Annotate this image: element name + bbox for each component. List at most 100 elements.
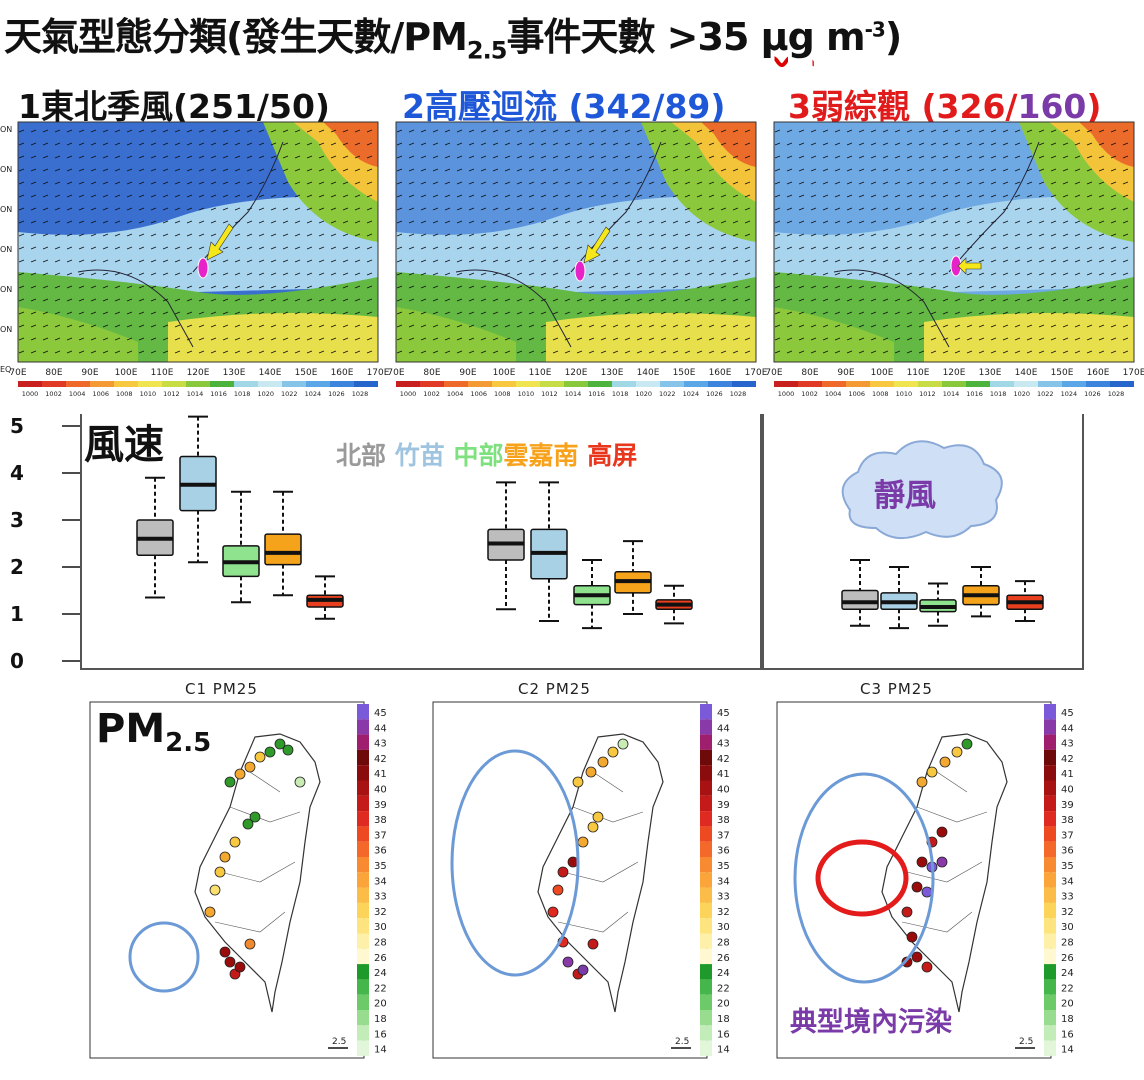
pressure-swatch	[1014, 381, 1038, 387]
scale-label: 2.5	[332, 1037, 346, 1047]
pressure-tick: 1026	[328, 390, 345, 398]
pressure-tick: 1008	[116, 390, 133, 398]
pm-tick: 30	[717, 922, 730, 933]
lat-tick: ON	[0, 205, 12, 214]
pressure-swatch	[684, 381, 708, 387]
pressure-tick: 1014	[187, 390, 204, 398]
pm-tick: 40	[717, 785, 730, 796]
cloud-icon	[841, 440, 1003, 539]
pm-tick: 41	[717, 769, 730, 780]
pressure-tick: 1002	[423, 390, 440, 398]
lon-tick: 160E	[1087, 368, 1110, 378]
pm-color-swatch	[357, 719, 369, 735]
box-1-1	[530, 481, 568, 623]
pm-color-swatch	[1044, 1025, 1056, 1041]
pm-tick: 14	[717, 1045, 730, 1056]
county-borders	[901, 771, 988, 933]
pm-color-swatch	[700, 918, 712, 934]
pm-tick: 39	[1061, 800, 1074, 811]
calm-wind-label: 靜風	[874, 478, 936, 514]
station-marker	[547, 906, 559, 918]
pm-tick: 43	[374, 739, 387, 750]
taiwan-marker	[197, 257, 209, 279]
pm-color-swatch	[357, 765, 369, 781]
pressure-tick: 1012	[541, 390, 558, 398]
pressure-swatch	[708, 381, 732, 387]
pm-tick: 45	[717, 708, 730, 719]
pressure-swatch	[942, 381, 966, 387]
map-frame	[17, 121, 379, 363]
pressure-tick: 1026	[1084, 390, 1101, 398]
pressure-tick: 1024	[683, 390, 700, 398]
box-1-3	[614, 540, 652, 615]
lat-tick: EQ	[0, 365, 11, 374]
weather-map-3: 70E 80E 90E 100E 110E 120E 130E 140E 150E 160E 170…	[765, 121, 1144, 398]
pm-tick: 33	[717, 892, 730, 903]
pm-tick: 26	[1061, 953, 1074, 964]
lon-tick: 120E	[943, 368, 966, 378]
station-marker	[234, 961, 246, 973]
pm-tick: 45	[374, 708, 387, 719]
c2-title: C2 PM25	[518, 680, 591, 698]
lon-tick: 110E	[529, 368, 552, 378]
pressure-swatch	[90, 381, 114, 387]
station-marker	[597, 756, 609, 768]
taiwan-island	[537, 733, 664, 1013]
lon-tick: 90E	[837, 368, 854, 378]
box-0-3	[264, 490, 302, 597]
pressure-tick: 1022	[659, 390, 676, 398]
pressure-swatch	[822, 381, 846, 387]
pm-color-swatch	[700, 734, 712, 750]
pm-color-swatch	[700, 795, 712, 812]
box-1-0	[487, 481, 525, 611]
pressure-tick: 1008	[494, 390, 511, 398]
lat-tick: ON	[0, 245, 12, 254]
station-marker	[926, 766, 938, 778]
lat-tick: ON	[0, 325, 12, 334]
pm-tick: 16	[1061, 1029, 1074, 1040]
pressure-swatch	[114, 381, 138, 387]
pm-tick: 37	[374, 830, 387, 841]
lon-tick: 150E	[1051, 368, 1074, 378]
pressure-swatch	[210, 381, 234, 387]
legend-zhumiao: 竹苗	[394, 441, 445, 470]
taiwan-island	[194, 733, 321, 1013]
pm-color-swatch	[1044, 994, 1056, 1010]
pm-tick: 22	[1061, 983, 1074, 994]
pm-color-swatch	[1044, 734, 1056, 750]
pm-tick: 14	[1061, 1045, 1074, 1056]
pressure-swatch	[990, 381, 1014, 387]
c3-title: C3 PM25	[860, 680, 933, 698]
pm-tick: 39	[374, 800, 387, 811]
box-2-0	[841, 558, 879, 627]
arrow-icon	[583, 226, 611, 264]
pressure-swatch	[732, 381, 756, 387]
highlight-ellipse	[793, 772, 935, 984]
pm-tick: 34	[717, 876, 730, 887]
pressure-swatch	[162, 381, 186, 387]
pressure-tick: 1024	[305, 390, 322, 398]
station-marker	[552, 884, 564, 896]
pm-color-swatch	[357, 780, 369, 796]
box-1-4	[655, 584, 693, 625]
pm-color-swatch	[357, 734, 369, 750]
station-marker	[244, 938, 256, 950]
pm-tick: 34	[374, 876, 387, 887]
pm-tick: 40	[374, 785, 387, 796]
pm-color-swatch	[700, 887, 712, 903]
pressure-swatch	[798, 381, 822, 387]
pm-tick: 45	[1061, 708, 1074, 719]
pressure-swatch	[468, 381, 492, 387]
map-frame	[773, 121, 1135, 363]
pm-color-swatch	[1044, 780, 1056, 796]
lon-tick: 70E	[765, 368, 782, 378]
boxplot-panel-1	[80, 414, 386, 670]
lon-tick: 100E	[871, 368, 894, 378]
pm-tick: 44	[717, 723, 730, 734]
station-marker	[617, 738, 629, 750]
pressure-tick: 1028	[352, 390, 369, 398]
lon-tick: 170E	[745, 368, 768, 378]
pressure-tick: 1004	[447, 390, 464, 398]
pressure-tick: 1016	[210, 390, 227, 398]
page-title: 天氣型態分類(發生天數/PM2.5事件天數 >35 μg m-3)	[4, 15, 902, 65]
